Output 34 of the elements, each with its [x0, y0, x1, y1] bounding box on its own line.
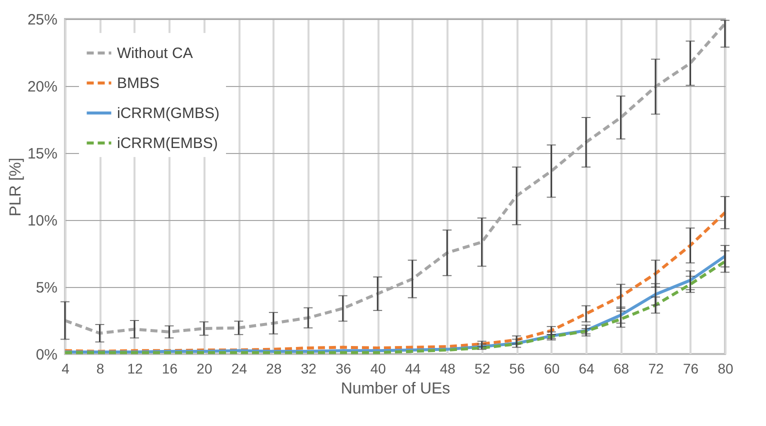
- y-tick-label: 15%: [27, 146, 58, 162]
- x-tick-label: 60: [544, 360, 560, 376]
- y-tick-label: 25%: [27, 12, 58, 28]
- x-tick-label: 28: [266, 360, 282, 376]
- x-tick-label: 4: [62, 360, 70, 376]
- x-tick-label: 40: [370, 360, 386, 376]
- y-axis-title: PLR [%]: [7, 158, 24, 216]
- x-tick-label: 24: [231, 360, 248, 376]
- x-tick-label: 80: [718, 360, 734, 376]
- x-tick-label: 44: [405, 360, 421, 376]
- y-tick-label: 10%: [27, 212, 58, 230]
- legend-label: iCRRM(GMBS): [117, 105, 220, 122]
- x-tick-label: 16: [162, 360, 178, 376]
- x-tick-label: 56: [509, 360, 526, 376]
- x-tick-label: 12: [127, 360, 143, 376]
- y-tick-label: 5%: [36, 280, 58, 296]
- x-tick-label: 20: [196, 360, 212, 376]
- legend-label: BMBS: [117, 75, 160, 92]
- x-axis-title: Number of UEs: [340, 380, 450, 398]
- y-tick-label: 0%: [36, 346, 58, 364]
- line-series: [64, 211, 726, 353]
- x-tick-label: 52: [474, 360, 490, 376]
- x-tick-label: 36: [336, 360, 352, 376]
- y-tick-label: 20%: [27, 78, 58, 96]
- x-tick-label: 68: [614, 360, 630, 376]
- x-tick-label: 72: [648, 360, 664, 376]
- x-tick-label: 48: [440, 360, 456, 376]
- x-tick-label: 64: [578, 360, 595, 376]
- line-series: [64, 22, 726, 335]
- legend-label: Without CA: [117, 45, 193, 62]
- legend-label: iCRRM(EMBS): [117, 135, 218, 152]
- x-tick-label: 8: [96, 360, 104, 376]
- x-tick-label: 32: [300, 360, 317, 376]
- x-tick-label: 76: [682, 360, 699, 376]
